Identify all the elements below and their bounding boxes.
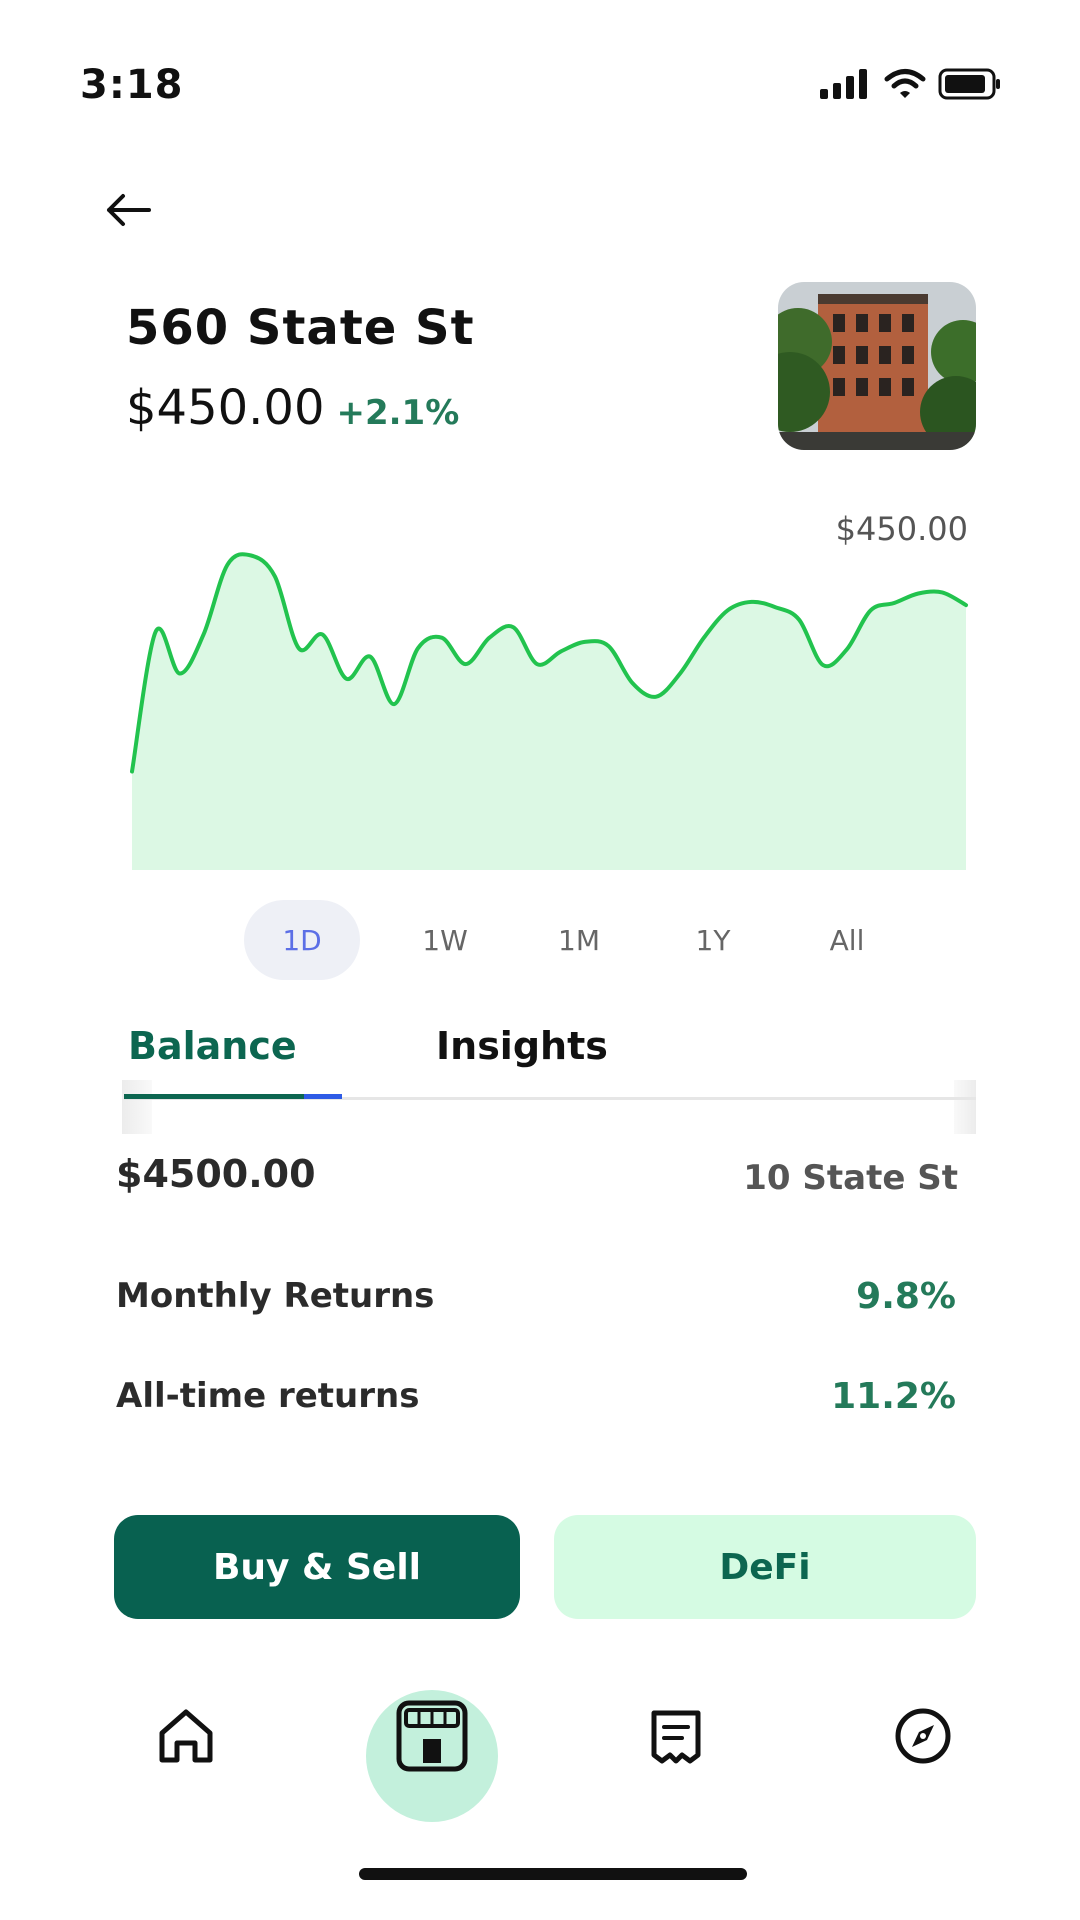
alltime-returns-value: 11.2% — [831, 1376, 956, 1417]
nav-explore[interactable] — [883, 1696, 963, 1776]
chart-price-line — [130, 552, 968, 774]
alltime-returns-label: All-time returns — [116, 1376, 420, 1416]
monthly-returns-label: Monthly Returns — [116, 1276, 435, 1316]
compass-icon — [895, 1708, 951, 1764]
price-change: +2.1% — [336, 393, 460, 433]
tab-fade-left — [122, 1080, 152, 1134]
range-tab-1d[interactable]: 1D — [244, 900, 360, 980]
nav-transactions[interactable] — [636, 1696, 716, 1776]
defi-button[interactable]: DeFi — [554, 1515, 976, 1619]
range-tab-1m[interactable]: 1M — [558, 923, 600, 957]
property-photo — [778, 282, 976, 450]
price-row: $450.00 +2.1% — [126, 380, 459, 436]
range-tab-1w[interactable]: 1W — [422, 923, 468, 957]
battery-icon — [938, 68, 1000, 100]
tab-indicator-accent — [304, 1094, 342, 1099]
tab-insights[interactable]: Insights — [436, 1024, 608, 1068]
tab-balance[interactable]: Balance — [128, 1024, 297, 1068]
price-chart — [130, 505, 970, 875]
nav-market[interactable] — [392, 1696, 472, 1776]
home-indicator — [359, 1868, 747, 1880]
arrow-left-icon — [107, 194, 151, 226]
receipt-icon — [651, 1710, 701, 1764]
tab-indicator — [124, 1094, 304, 1099]
property-title: 560 State St — [126, 300, 475, 356]
storefront-icon — [396, 1700, 468, 1772]
home-icon — [159, 1709, 213, 1763]
range-tab-all[interactable]: All — [829, 923, 865, 957]
balance-address: 10 State St — [743, 1158, 958, 1198]
range-tabs: 1D 1W 1M 1Y All — [244, 900, 914, 980]
range-tab-1y[interactable]: 1Y — [695, 923, 731, 957]
balance-amount: $4500.00 — [116, 1152, 316, 1196]
property-price: $450.00 — [126, 380, 325, 436]
chart-last-value: $450.00 — [835, 510, 968, 548]
chart-area-fill — [132, 554, 966, 870]
back-button[interactable] — [100, 186, 156, 234]
buy-sell-button[interactable]: Buy & Sell — [114, 1515, 520, 1619]
monthly-returns-value: 9.8% — [856, 1276, 956, 1317]
nav-home[interactable] — [146, 1696, 226, 1776]
signal-icon — [820, 69, 867, 99]
status-icons — [820, 68, 1002, 100]
tab-track — [124, 1097, 976, 1100]
status-time: 3:18 — [80, 62, 184, 108]
tab-fade-right — [954, 1080, 976, 1134]
wifi-icon — [884, 69, 926, 98]
